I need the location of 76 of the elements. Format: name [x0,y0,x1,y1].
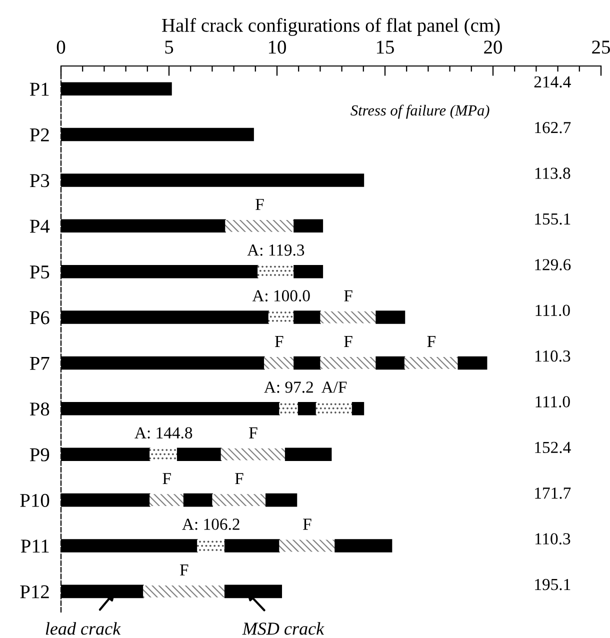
annotation: 111.0 [536,304,570,316]
x-tick-label: 10 [268,40,286,54]
annotation: 214.4 [534,76,571,88]
y-tick-label: P2 [30,128,49,142]
bar [197,540,226,552]
bar [279,540,336,552]
y-tick-label: P8 [30,402,50,416]
y-tick-label: P9 [30,448,50,462]
annotation: 110.3 [535,533,570,545]
bar [320,357,376,369]
annotation: F [275,336,284,347]
annotation: F [256,198,264,210]
x-tick-label: 25 [592,40,610,54]
y-tick-label: P1 [30,82,49,96]
annotation: A/F [321,382,347,393]
annotation: F [344,290,352,302]
bar [294,310,321,324]
bar [150,448,178,460]
y-tick-label: P4 [30,220,50,233]
annotation: F [303,518,312,530]
annotation: F [162,473,171,484]
bar [212,494,266,506]
y-tick-label: P11 [20,540,49,552]
bar [279,402,299,415]
annotation: Stress of failure (MPa) [350,104,490,119]
y-tick-label: P7 [30,357,50,370]
bar [376,356,406,370]
x-tick-label: 15 [376,40,394,54]
bar [294,219,324,233]
annotation: 113.8 [535,168,570,179]
annotation: 111.0 [536,396,570,408]
annotation: 195.1 [535,578,570,590]
annotation: 129.6 [535,259,571,270]
annotation: F [427,336,436,347]
bar [258,266,294,278]
y-tick-label: P5 [30,266,50,279]
bar [298,402,317,416]
annotation: F [235,473,244,484]
bar [176,448,222,462]
annotation: A: 100.0 [252,290,310,302]
annotation: F [180,564,188,576]
annotation: 155.1 [535,213,570,225]
bar [266,493,298,507]
annotation: F [249,427,258,438]
bar [284,448,332,462]
annotation: 152.4 [535,442,571,454]
bar [224,539,280,552]
bar [376,310,406,324]
bar [334,539,392,552]
y-tick-label: P12 [20,585,49,598]
annotation: A: 119.3 [247,244,304,256]
bar [352,402,364,416]
annotation: F [344,336,352,347]
x-axis-title: Half crack configurations of flat panel (cm) [162,18,500,36]
bar [320,311,376,324]
bar [404,357,458,369]
annotation: A: 144.8 [134,427,192,439]
annotation: 171.7 [535,488,571,499]
y-tick-label: P10 [20,494,50,507]
bar [268,311,294,324]
y-tick-label: P6 [30,311,50,324]
x-tick-label: 20 [484,40,502,54]
y-tick-label: P3 [30,174,50,188]
text: lead crack [46,622,121,635]
x-tick-label: 5 [165,40,174,54]
bar [220,448,286,460]
annotation: 162.7 [535,122,571,134]
bar [294,264,324,278]
annotation: A: 106.2 [182,518,240,530]
annotation: 110.3 [535,350,570,362]
x-tick-label: 0 [56,40,66,54]
bar [183,493,213,507]
annotation: A: 97.2 [264,382,313,393]
bar [458,356,488,370]
text: MSD crack [242,622,324,635]
bar [294,356,321,370]
